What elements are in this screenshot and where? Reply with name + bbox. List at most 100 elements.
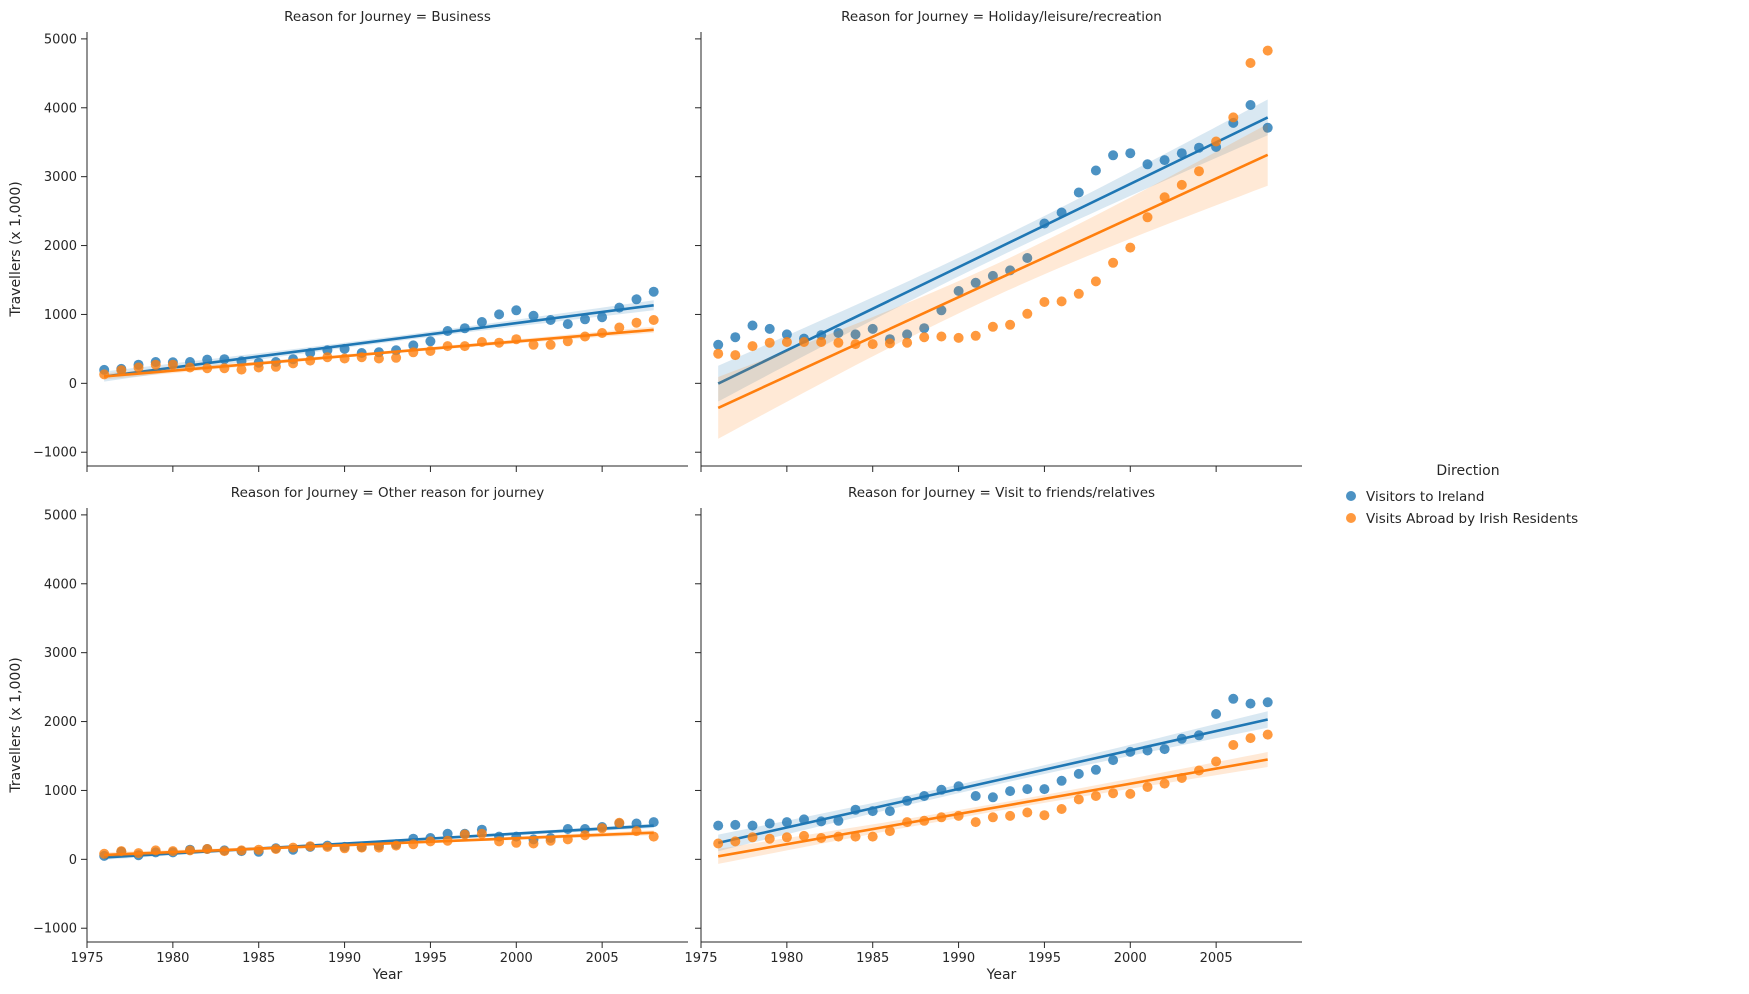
data-point <box>1228 693 1239 704</box>
data-point <box>884 826 895 837</box>
data-point <box>185 362 195 373</box>
x-tick-label: 1985 <box>856 951 889 966</box>
data-point <box>1090 165 1101 176</box>
series-visitors-to-ireland <box>713 693 1273 852</box>
data-point <box>562 336 573 347</box>
data-point <box>1245 58 1256 68</box>
data-point <box>1022 253 1033 263</box>
facet-panels: Reason for Journey = Business −1000 0 1000 2… <box>8 9 1302 983</box>
data-point <box>1073 288 1084 299</box>
data-point <box>562 824 573 834</box>
facet-title: Reason for Journey = Holiday/leisure/rec… <box>841 9 1162 25</box>
y-tick-label: 0 <box>69 377 77 392</box>
data-point <box>116 365 127 376</box>
data-point <box>987 812 998 823</box>
data-point <box>1211 709 1222 719</box>
regression-line <box>717 718 1268 845</box>
regression-line <box>104 831 654 857</box>
series-visits-abroad-by-irish-residents <box>99 315 659 380</box>
legend-entry-visits-abroad-by-irish-residents: Visits Abroad by Irish Residents <box>1346 511 1578 527</box>
data-point <box>1056 804 1067 814</box>
facet-title: Reason for Journey = Business <box>284 9 491 25</box>
data-point <box>236 364 247 375</box>
data-point <box>1262 729 1273 740</box>
data-point <box>1262 45 1273 56</box>
legend-marker <box>1346 513 1356 523</box>
facet-title: Reason for Journey = Visit to friends/re… <box>848 485 1155 501</box>
y-tick-label: −1000 <box>33 922 77 937</box>
data-point <box>408 340 419 351</box>
data-point <box>747 320 758 331</box>
data-point <box>764 818 775 829</box>
data-point <box>408 839 419 850</box>
data-point <box>987 270 998 281</box>
data-point <box>1245 733 1256 744</box>
data-point <box>1159 778 1170 789</box>
x-axis-label: Year <box>986 967 1017 983</box>
data-point <box>781 329 792 340</box>
y-axis-label: Travellers (x 1,000) <box>8 181 24 317</box>
regression-line <box>104 304 654 378</box>
data-point <box>305 355 316 366</box>
data-point <box>730 332 741 343</box>
y-tick-label: 4000 <box>44 101 77 116</box>
data-point <box>1262 697 1273 708</box>
y-tick-label: 5000 <box>44 508 77 523</box>
data-point <box>936 305 947 316</box>
data-point <box>1039 784 1050 795</box>
data-point <box>970 330 981 341</box>
data-point <box>850 831 861 842</box>
facet-title: Reason for Journey = Other reason for jo… <box>231 485 544 501</box>
y-tick-label: 1000 <box>44 784 77 799</box>
data-point <box>1125 148 1136 159</box>
x-tick-label: 2000 <box>500 951 533 966</box>
data-point <box>1211 756 1222 767</box>
data-point <box>1090 276 1101 287</box>
data-point <box>1211 136 1222 147</box>
x-tick-label: 1995 <box>1028 951 1061 966</box>
data-point <box>1073 187 1084 198</box>
data-point <box>511 837 522 848</box>
data-point <box>133 362 144 373</box>
data-point <box>1090 791 1101 801</box>
y-tick-label: 2000 <box>44 715 77 730</box>
data-point <box>970 277 981 288</box>
legend-label: Visitors to Ireland <box>1366 489 1484 505</box>
data-point <box>1039 810 1050 821</box>
data-point <box>987 792 998 803</box>
data-point <box>494 309 505 320</box>
data-point <box>528 310 539 321</box>
data-point <box>562 319 573 330</box>
data-point <box>528 339 539 350</box>
y-tick-label: 3000 <box>44 646 77 661</box>
data-point <box>1108 755 1119 766</box>
data-point <box>833 328 844 338</box>
data-point <box>528 838 539 849</box>
x-tick-label: 2000 <box>1114 951 1147 966</box>
data-point <box>1262 122 1273 133</box>
data-point <box>1176 179 1187 190</box>
y-tick-label: −1000 <box>33 446 77 461</box>
series-visitors-to-ireland <box>99 286 659 382</box>
series-visits-abroad-by-irish-residents <box>713 45 1273 439</box>
x-tick-label: 1985 <box>242 951 275 966</box>
data-point <box>1245 100 1256 110</box>
data-point <box>833 815 844 826</box>
legend-marker <box>1346 491 1356 501</box>
data-point <box>781 832 792 843</box>
data-point <box>1228 112 1239 123</box>
data-point <box>867 339 878 350</box>
data-point <box>747 820 758 831</box>
data-point <box>425 336 436 347</box>
data-point <box>1005 810 1016 821</box>
x-tick-label: 1980 <box>770 951 803 966</box>
data-point <box>1022 807 1033 818</box>
y-tick-label: 3000 <box>44 170 77 185</box>
data-point <box>476 828 487 839</box>
facet-panel-business: Reason for Journey = Business −1000 0 1000 2… <box>8 9 688 472</box>
data-point <box>648 286 659 297</box>
facet-panel-visit-to-friends-relatives: Reason for Journey = Visit to friends/re… <box>684 485 1302 983</box>
data-point <box>391 352 402 363</box>
regression-line <box>717 116 1269 385</box>
data-point <box>1125 788 1136 799</box>
